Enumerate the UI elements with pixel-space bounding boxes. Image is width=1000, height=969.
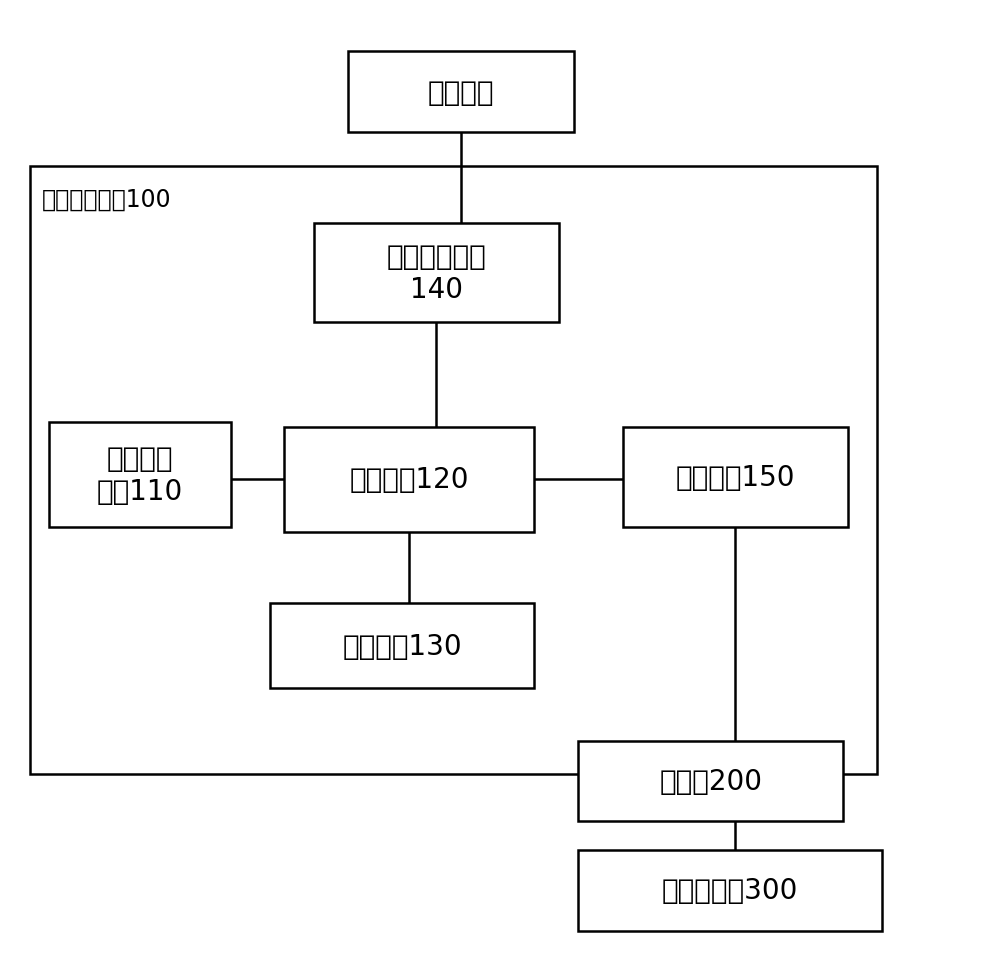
Bar: [270, 603, 534, 689]
Text: 载波模块150: 载波模块150: [675, 463, 795, 491]
Bar: [578, 741, 843, 822]
Text: 远程服务器300: 远程服务器300: [662, 877, 798, 904]
Text: 温度检测
模块110: 温度检测 模块110: [97, 445, 183, 505]
Text: 集中器200: 集中器200: [659, 767, 762, 796]
Text: 移动终端: 移动终端: [428, 78, 494, 107]
Text: 控制模块120: 控制模块120: [350, 466, 469, 494]
Bar: [348, 52, 574, 133]
Bar: [49, 422, 230, 527]
Bar: [578, 850, 882, 931]
Text: 温度监控装置100: 温度监控装置100: [41, 187, 171, 211]
Text: 断路元件130: 断路元件130: [342, 632, 462, 660]
Bar: [622, 427, 848, 527]
Bar: [284, 427, 534, 532]
Text: 无线通信模块
140: 无线通信模块 140: [386, 243, 486, 303]
Bar: [314, 224, 559, 323]
Bar: [30, 167, 877, 774]
